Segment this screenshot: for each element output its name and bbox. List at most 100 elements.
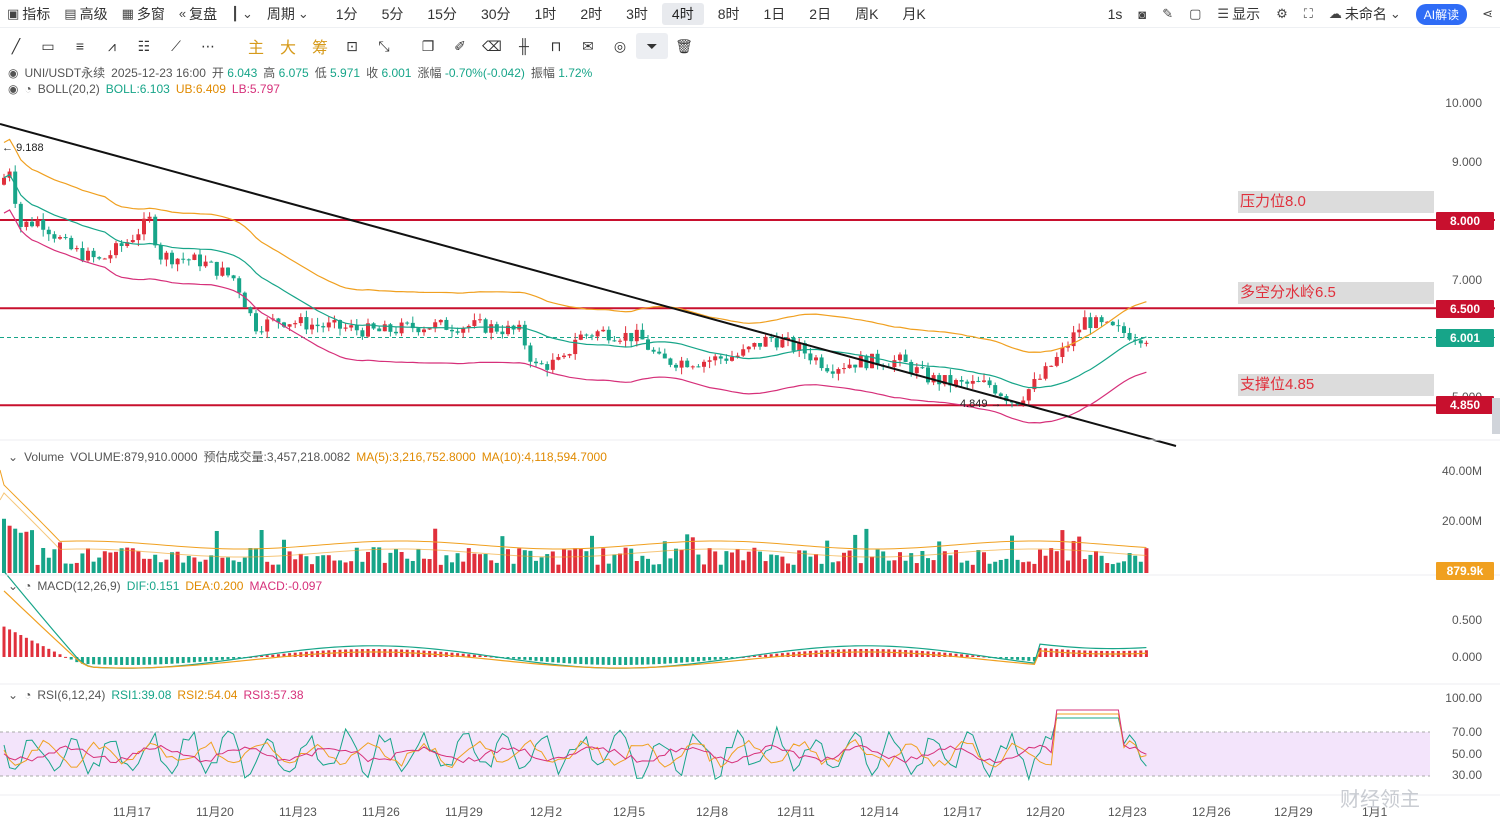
multiwindow-button[interactable]: ▦ 多窗	[115, 2, 172, 26]
fib-tool[interactable]: ☷	[128, 33, 160, 59]
camera-button[interactable]: ◙	[1131, 2, 1153, 26]
visibility-icon[interactable]: ◉	[8, 65, 19, 80]
filter-tool[interactable]: ⏷	[636, 33, 668, 59]
candle-body	[735, 355, 740, 357]
measure-tool[interactable]: ⤡	[368, 33, 400, 59]
change-value: -0.70%(-0.042)	[444, 66, 525, 80]
visibility-icon[interactable]: ◉	[8, 82, 19, 96]
candle-body	[455, 331, 460, 333]
period-tab[interactable]: 2时	[580, 5, 603, 22]
price-legend: ◉ UNI/USDT永续 2025-12-23 16:00 开 6.043 高 …	[8, 64, 592, 81]
alarm-icon[interactable]: ◔	[24, 82, 32, 96]
period-tab[interactable]: 月K	[902, 5, 926, 22]
replay-button[interactable]: «复盘	[172, 2, 224, 26]
volume-bar	[1116, 562, 1121, 573]
volume-bar	[282, 539, 286, 573]
ai-analyze-button[interactable]: AI解读	[1415, 3, 1468, 25]
high-marker-value: 9.188	[16, 142, 44, 154]
candle-body	[466, 325, 471, 329]
candle-body	[707, 360, 712, 362]
eraser-tool[interactable]: ⌫	[476, 33, 508, 59]
period-tab[interactable]: 1时	[534, 5, 557, 22]
volume-bar	[2, 518, 6, 573]
share-button[interactable]: ⋖	[1475, 2, 1500, 26]
volume-bar	[102, 551, 107, 573]
volume-bar	[1122, 561, 1126, 573]
period-tab[interactable]: 3时	[626, 5, 648, 22]
period-dropdown[interactable]: 周期 ⌄	[260, 2, 316, 26]
volume-bar	[354, 547, 359, 573]
high-label: 高	[263, 66, 276, 80]
period-tab[interactable]: 2日	[809, 5, 832, 22]
collapse-icon[interactable]: ⌄	[8, 449, 19, 464]
delete-tool[interactable]: 🗑	[668, 33, 700, 59]
candle-tool[interactable]: ╫	[508, 33, 540, 59]
period-tab[interactable]: 15分	[427, 5, 457, 22]
time-tick: 1月1	[1362, 805, 1388, 819]
trendline-tool[interactable]: ╱	[0, 33, 32, 59]
candle-body	[1127, 332, 1132, 340]
collapse-icon[interactable]: ⌄	[8, 688, 19, 702]
macd-histogram-bar	[405, 649, 409, 657]
visibility-tool[interactable]: ◎	[604, 33, 636, 59]
cloud-layout-button[interactable]: ☁ 未命名 ⌄	[1322, 2, 1408, 26]
volume-bar	[651, 564, 656, 573]
rectangle-tool[interactable]: ▭	[32, 33, 64, 59]
eye-icon: ◎	[613, 37, 627, 54]
volume-bar	[1026, 561, 1031, 573]
pen-button[interactable]: ✎	[1155, 2, 1180, 26]
candle-body	[646, 339, 650, 350]
window-button[interactable]: ▢	[1182, 2, 1208, 26]
time-tick: 11月20	[196, 805, 234, 819]
volume-bar	[640, 555, 645, 573]
settings-button[interactable]: ⚙	[1269, 2, 1295, 26]
brush-tool[interactable]: ✐	[444, 33, 476, 59]
volume-tick: 40.00M	[1441, 464, 1482, 478]
period-tab[interactable]: 30分	[480, 5, 511, 22]
copy-tool[interactable]: ❐	[412, 33, 444, 59]
lock-tool[interactable]: ⊓	[540, 33, 572, 59]
advanced-button[interactable]: ▤ 高级	[57, 2, 114, 26]
volume-bar	[601, 548, 606, 573]
candle-body	[847, 364, 852, 369]
macd-histogram-bar	[24, 637, 28, 657]
volume-bar	[170, 552, 174, 573]
period-tab[interactable]: 1日	[763, 5, 786, 22]
volume-bar	[618, 553, 622, 573]
candle-body	[1088, 317, 1093, 329]
period-tab[interactable]: 4时	[661, 2, 704, 25]
more-tools[interactable]: ⋯	[192, 33, 224, 59]
horizontal-lines-tool[interactable]: ≡	[64, 33, 96, 59]
ray-tool[interactable]: ⟋	[160, 33, 192, 59]
big-order-button[interactable]: 大	[279, 40, 296, 57]
alarm-icon[interactable]: ◔	[24, 688, 32, 702]
fullscreen-button[interactable]: ⛶	[1297, 2, 1320, 26]
chip-button[interactable]: 筹	[311, 40, 328, 57]
alarm-icon[interactable]: ◔	[24, 579, 32, 593]
candle-body	[898, 354, 902, 361]
main-force-button[interactable]: 主	[247, 40, 264, 57]
display-button[interactable]: ☰ 显示	[1210, 2, 1267, 26]
interval-1s-button[interactable]: 1s	[1101, 2, 1130, 26]
candle-body	[601, 329, 606, 332]
volume-bar	[797, 550, 802, 573]
indicator-button[interactable]: ▣ 指标	[0, 2, 57, 26]
note-tool[interactable]: ✉	[572, 33, 604, 59]
wave-tool[interactable]: ⩘	[96, 33, 128, 59]
period-tab[interactable]: 5分	[381, 5, 404, 22]
macd-dif: DIF:0.151	[126, 579, 180, 593]
collapse-icon[interactable]: ⌄	[8, 579, 19, 593]
price-scale-handle[interactable]	[1492, 398, 1500, 434]
chart-type-button[interactable]: ┃ ⌄	[224, 2, 260, 26]
candle-body	[91, 250, 96, 258]
candle-body	[1099, 317, 1104, 323]
volume-bar	[965, 560, 970, 573]
period-tab[interactable]: 1分	[335, 5, 358, 22]
magnet-tool[interactable]: ⊡	[336, 33, 368, 59]
period-tab[interactable]: 8时	[717, 5, 740, 22]
candle-body	[1043, 366, 1048, 379]
period-tabs: 1分 5分 15分 30分 1时 2时 3时 4时 8时 1日 2日 周K 月K	[326, 2, 936, 25]
period-tab[interactable]: 周K	[855, 5, 879, 22]
volume-bar	[242, 557, 247, 573]
